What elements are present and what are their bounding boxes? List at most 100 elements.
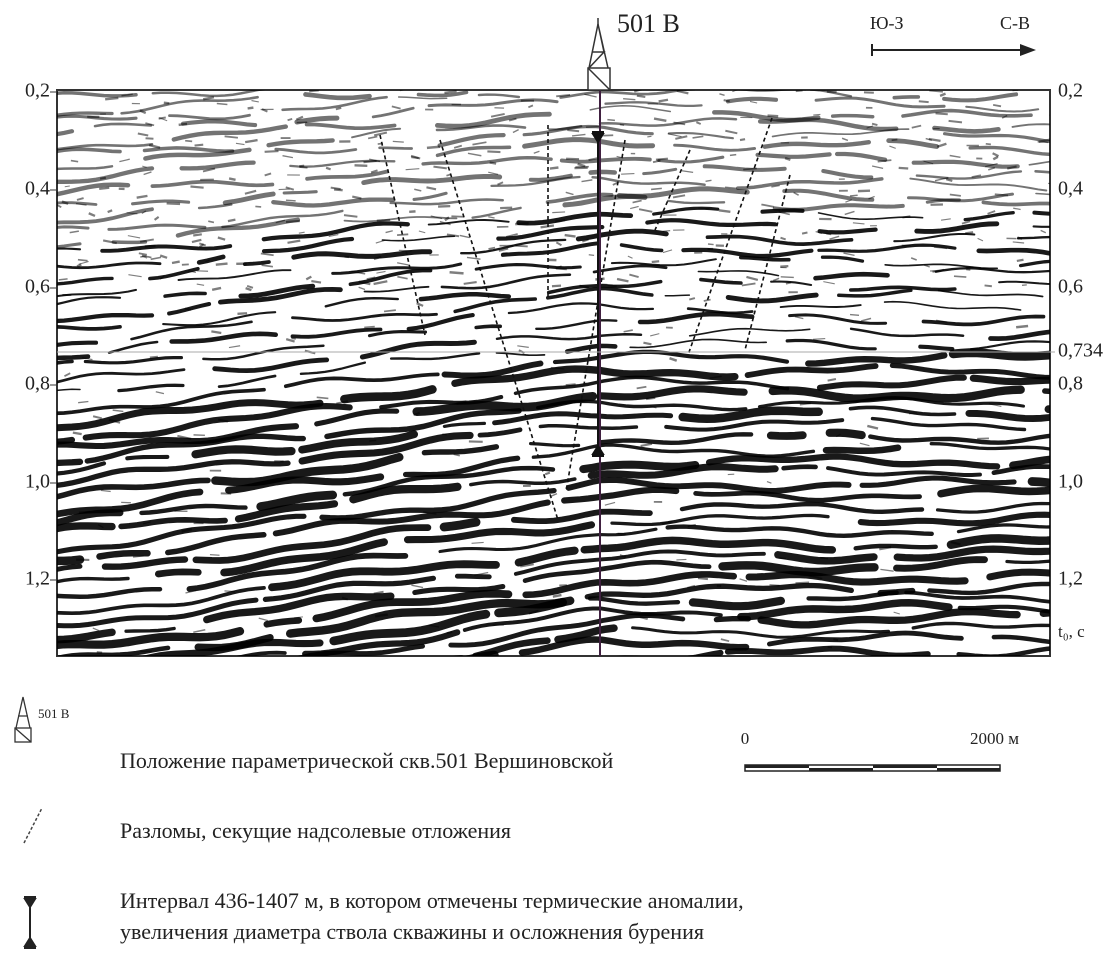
noise (892, 139, 898, 140)
right-axis-label: 1,0 (1058, 471, 1083, 493)
reflector (784, 658, 920, 666)
noise (224, 591, 234, 592)
direction-from: Ю-З (870, 13, 904, 33)
reflector (634, 37, 778, 49)
noise (608, 285, 617, 286)
reflector (758, 84, 838, 89)
noise (618, 533, 626, 534)
right-axis-label: 0,6 (1058, 276, 1083, 298)
noise (228, 220, 235, 221)
noise (621, 174, 634, 175)
reflector (904, 57, 1008, 62)
left-axis-label: 1,2 (25, 568, 50, 590)
noise (637, 96, 645, 97)
reflector (1018, 237, 1066, 238)
noise (363, 161, 376, 162)
noise (447, 632, 453, 633)
noise (393, 141, 404, 142)
reflector (763, 210, 803, 211)
noise (770, 585, 780, 586)
noise (97, 652, 102, 653)
noise (995, 194, 1008, 195)
noise (813, 339, 825, 340)
noise (1017, 237, 1022, 239)
noise (586, 127, 599, 128)
noise (299, 166, 304, 167)
reflector (388, 64, 476, 67)
reflector (546, 52, 626, 55)
axis-unit: t₀, с (1058, 622, 1085, 641)
noise (796, 90, 803, 91)
noise (936, 113, 948, 114)
legend-interval-icon (24, 897, 36, 948)
noise (229, 178, 235, 179)
noise (550, 167, 559, 168)
reflector (456, 73, 504, 75)
noise (59, 279, 68, 280)
reflector (40, 70, 104, 80)
right-axis-label: 0,2 (1058, 80, 1083, 102)
noise (210, 555, 220, 556)
noise (190, 187, 203, 188)
noise (288, 119, 293, 120)
noise (567, 130, 579, 131)
reflector (313, 54, 417, 66)
reflector (40, 685, 320, 723)
noise (698, 578, 708, 579)
noise (364, 327, 375, 328)
noise (850, 195, 858, 196)
noise (237, 313, 247, 314)
noise (706, 180, 712, 181)
reflector (870, 80, 942, 86)
noise (768, 116, 779, 117)
reflector (513, 37, 585, 43)
reflector (1057, 417, 1120, 426)
noise (442, 434, 446, 435)
noise (623, 99, 635, 100)
reflector (820, 230, 876, 233)
noise (217, 104, 228, 105)
legend-well-icon (15, 697, 31, 742)
legend-text: Интервал 436-1407 м, в котором отмечены … (120, 888, 744, 913)
right-axis-label: 0,734 (1058, 340, 1103, 362)
direction-arrow (872, 44, 1036, 56)
noise (255, 206, 261, 207)
reflector (637, 68, 677, 72)
reflector (131, 79, 251, 87)
noise (336, 108, 341, 109)
noise (909, 413, 917, 414)
noise (146, 138, 154, 139)
reflector (771, 435, 803, 436)
noise (802, 233, 807, 234)
noise (565, 235, 576, 237)
reflector (269, 70, 341, 77)
noise (211, 331, 221, 333)
reflector (444, 522, 476, 527)
direction-to: С-В (1000, 13, 1030, 33)
reflector (929, 40, 1009, 46)
noise (195, 145, 204, 146)
noise (167, 203, 180, 204)
reflector (953, 353, 1057, 357)
noise (607, 120, 615, 121)
reflector (267, 620, 299, 624)
noise (719, 210, 731, 212)
noise (71, 161, 78, 162)
left-axis-label: 0,4 (25, 178, 50, 200)
legend-fault-icon (24, 808, 42, 843)
reflector (454, 51, 502, 55)
reflector (284, 192, 316, 193)
noise (286, 221, 300, 222)
reflector (40, 684, 96, 690)
noise (450, 272, 464, 273)
reflector (826, 448, 898, 451)
reflector (245, 262, 269, 264)
left-axis-label: 0,6 (25, 276, 50, 298)
noise (427, 147, 440, 148)
reflector (40, 357, 88, 360)
left-axis-label: 0,8 (25, 373, 50, 395)
scale-end: 2000 м (970, 729, 1019, 748)
noise (309, 90, 319, 91)
noise (515, 246, 527, 247)
noise (326, 168, 331, 170)
